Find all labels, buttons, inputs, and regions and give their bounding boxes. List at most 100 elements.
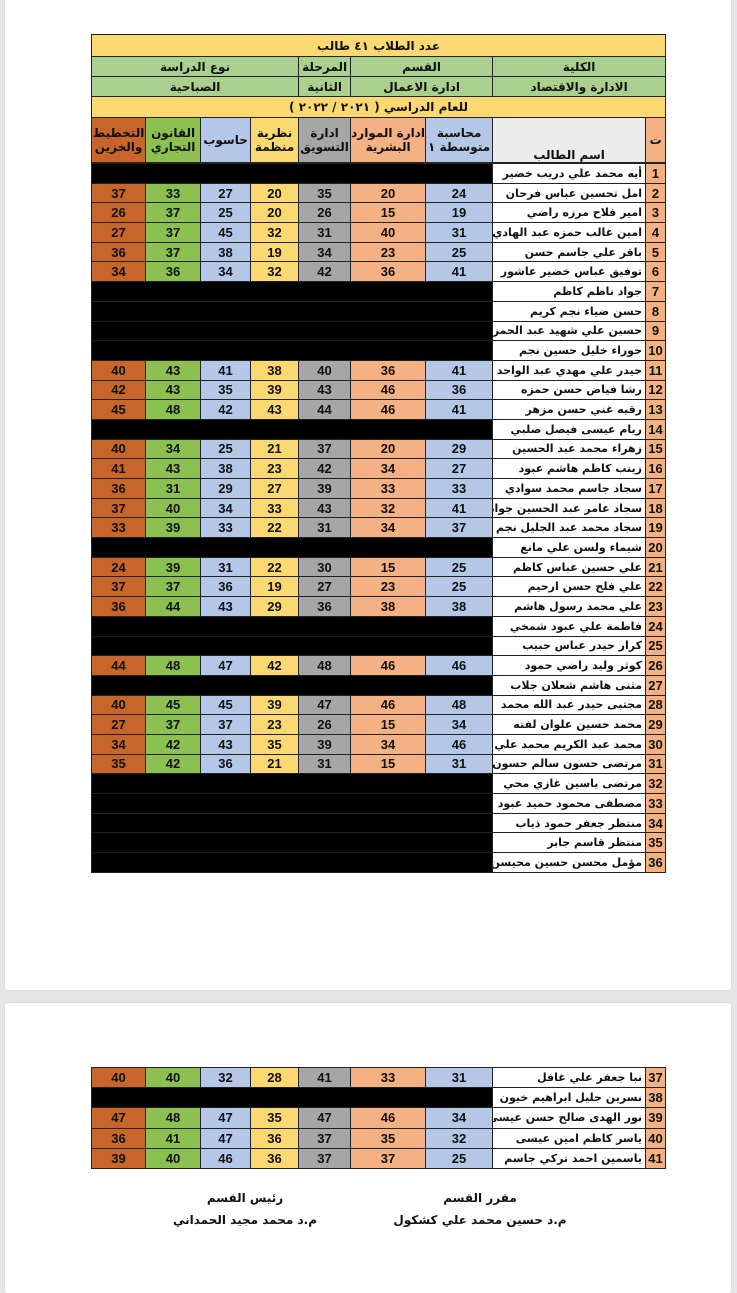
college-value: الادارة والاقتصاد	[492, 76, 667, 97]
student-name: زينب كاظم هاشم عبود	[492, 458, 647, 479]
student-number: 27	[645, 674, 667, 696]
no-grades-cell	[90, 832, 494, 854]
student-name: منتظر قاسم جابر	[492, 832, 647, 854]
grade-cell: 46	[350, 399, 427, 420]
student-name: مرتضى حسون سالم حسون	[492, 753, 647, 775]
grade-cell: 21	[250, 753, 300, 775]
col-header-subject: حاسوب	[200, 117, 252, 163]
grade-cell: 40	[145, 1066, 201, 1089]
student-name: محمد حسين علوان لفته	[492, 714, 647, 735]
grade-cell: 20	[250, 202, 300, 224]
no-grades-cell	[90, 320, 494, 342]
grade-cell: 37	[298, 1147, 351, 1169]
stage-label: المرحلة	[298, 56, 352, 77]
student-number: 25	[645, 635, 667, 657]
student-number: 2	[645, 182, 667, 204]
grade-cell: 37	[145, 714, 202, 735]
grade-cell: 33	[200, 517, 252, 539]
grade-cell: 43	[200, 733, 252, 755]
grade-cell: 33	[250, 497, 300, 519]
grade-cell: 27	[298, 576, 352, 598]
grade-cell: 36	[298, 596, 352, 617]
grade-cell: 34	[425, 714, 494, 735]
grade-cell: 15	[350, 202, 427, 224]
grade-cell: 19	[425, 202, 494, 224]
student-name: ياسر كاظم امين عيسى	[492, 1127, 646, 1149]
grade-cell: 43	[145, 458, 202, 479]
student-number: 19	[645, 517, 667, 539]
grade-cell: 44	[298, 399, 352, 420]
student-name: مرتضى ياسين غازي محي	[492, 773, 647, 794]
student-row: 30 محمد عبد الكريم محمد علي 46 34 39 35 43 42 34	[90, 733, 667, 755]
student-number: 22	[645, 576, 667, 598]
grade-cell: 34	[350, 458, 427, 479]
grade-cell: 21	[250, 438, 300, 460]
student-row: 11 حيدر علي مهدي عبد الواحد 41 36 40 38 41 43 40	[90, 359, 667, 381]
grade-cell: 25	[425, 576, 494, 598]
grade-cell: 46	[425, 733, 494, 755]
dept-value: ادارة الاعمال	[350, 76, 494, 97]
col-header-num: ت	[645, 117, 667, 163]
student-row: 6 توفيق عباس خضير عاشور 41 36 42 32 34 36 34	[90, 261, 667, 283]
grade-cell: 41	[425, 261, 494, 283]
grade-cell: 41	[145, 1127, 201, 1149]
grade-cell: 36	[250, 1127, 299, 1149]
grade-cell: 36	[200, 576, 252, 598]
student-row: 13 رقيه غني حسن مزهر 41 46 44 43 42 48 45	[90, 399, 667, 420]
grade-cell: 35	[200, 379, 252, 401]
grade-cell: 31	[145, 478, 202, 499]
grade-cell: 42	[200, 399, 252, 420]
dept-label: القسم	[350, 56, 494, 77]
grade-cell: 20	[350, 182, 427, 204]
grade-cell: 39	[145, 556, 202, 578]
grade-cell: 43	[145, 379, 202, 401]
student-row: 7 جواد ناظم كاظم	[90, 281, 667, 302]
student-name: علي محمد رسول هاشم	[492, 596, 647, 617]
student-name: كوثر وليد راضي حمود	[492, 655, 647, 676]
student-name: رقيه غني حسن مزهر	[492, 399, 647, 420]
grade-cell: 27	[90, 222, 147, 243]
student-name: ريام عيسى فيصل صلبي	[492, 418, 647, 440]
grade-cell: 46	[350, 379, 427, 401]
student-number: 39	[645, 1107, 666, 1129]
student-count: عدد الطلاب ٤١ طالب	[90, 34, 667, 57]
student-row: 40 ياسر كاظم امين عيسى 32 35 37 36 47 41 36	[91, 1127, 666, 1149]
student-number: 5	[645, 241, 667, 263]
grade-cell: 41	[298, 1066, 351, 1089]
student-row: 9 حسين علي شهيد عبد الحمزة	[90, 320, 667, 342]
grade-cell: 34	[90, 733, 147, 755]
grade-cell: 46	[350, 655, 427, 676]
grade-cell: 24	[90, 556, 147, 578]
grade-cell: 15	[350, 753, 427, 775]
col-header-subject: ادارة التسويق	[298, 117, 352, 163]
student-row: 20 شيماء ولسن علي مانع	[90, 537, 667, 558]
grades-table-page2: 37 نبا جعفر علي غافل 31 33 41 28 32 40 40 38 نسرين…	[91, 1066, 666, 1169]
student-row: 17 سجاد جاسم محمد سوادي 33 33 39 27 29 31 36	[90, 478, 667, 499]
grade-cell: 37	[298, 438, 352, 460]
grade-cell: 22	[250, 556, 300, 578]
grade-cell: 36	[350, 261, 427, 283]
student-number: 37	[645, 1066, 666, 1089]
grade-cell: 45	[145, 694, 202, 716]
student-name: سجاد محمد عبد الجليل نجم	[492, 517, 647, 539]
student-row: 15 زهراء محمد عبد الحسين 29 20 37 21 25 34 40	[90, 438, 667, 460]
grade-cell: 36	[200, 753, 252, 775]
student-row: 10 حوراء خليل حسين نجم	[90, 340, 667, 361]
grade-cell: 40	[298, 359, 352, 381]
student-number: 14	[645, 418, 667, 440]
student-number: 7	[645, 281, 667, 302]
grade-cell: 34	[350, 733, 427, 755]
student-number: 9	[645, 320, 667, 342]
grade-cell: 42	[145, 753, 202, 775]
grade-cell: 27	[200, 182, 252, 204]
student-name: امير فلاح مرزه راضي	[492, 202, 647, 224]
student-name: رشا فياض حسن حمزه	[492, 379, 647, 401]
student-row: 22 علي فلح حسن ارحيم 25 23 27 19 36 37 37	[90, 576, 667, 598]
grade-cell: 34	[145, 438, 202, 460]
student-number: 40	[645, 1127, 666, 1149]
grade-cell: 42	[250, 655, 300, 676]
grade-cell: 40	[90, 438, 147, 460]
grade-cell: 41	[425, 497, 494, 519]
student-name: نور الهدى صالح حسن عيسى	[492, 1107, 646, 1129]
grade-cell: 25	[425, 556, 494, 578]
